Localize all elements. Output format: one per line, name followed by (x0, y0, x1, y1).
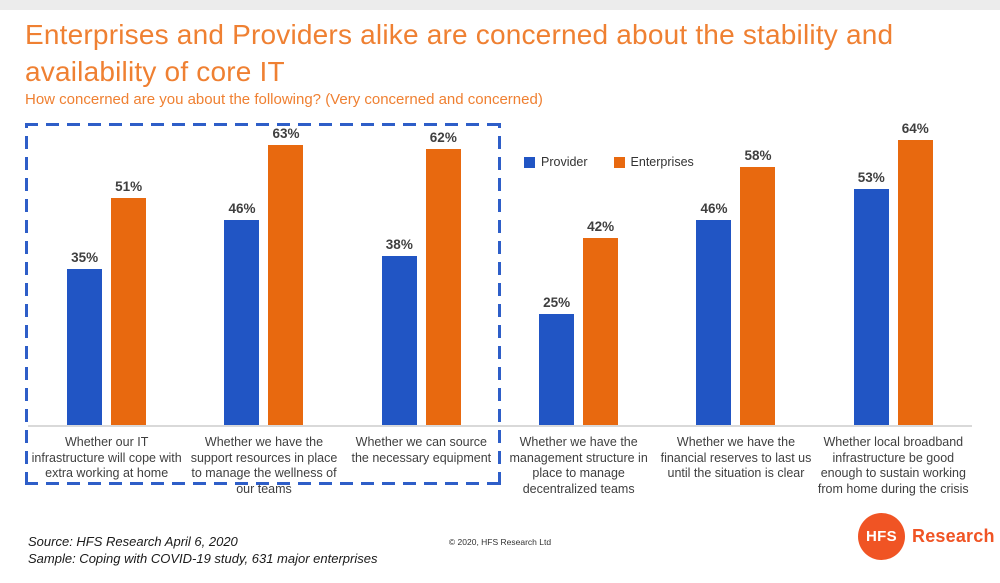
bar-value-label: 25% (543, 295, 571, 310)
page-subtitle: How concerned are you about the followin… (25, 91, 543, 108)
enterprises-swatch-icon (613, 156, 625, 168)
provider-bar-column: 53% (853, 170, 889, 425)
enterprises-bar-column: 58% (740, 148, 776, 425)
bar-group-1: 35% 51% (28, 130, 185, 425)
provider-bar (224, 220, 260, 425)
top-edge-strip (0, 0, 1000, 10)
legend-label-provider: Provider (541, 155, 588, 169)
provider-bar-column: 46% (696, 201, 732, 425)
provider-bar-column: 46% (224, 201, 260, 425)
enterprises-bar (897, 140, 933, 425)
bar-value-label: 63% (272, 126, 300, 141)
bar-value-label: 38% (385, 237, 413, 252)
bar-value-label: 35% (71, 250, 99, 265)
category-label-6: Whether local broadband infrastructure b… (817, 435, 969, 496)
enterprises-bar-column: 62% (425, 130, 461, 425)
bar-value-label: 53% (857, 170, 885, 185)
provider-bar-column: 35% (67, 250, 103, 425)
legend-item-provider: Provider (524, 155, 588, 169)
bar-group-6: 53% 64% (815, 121, 972, 425)
legend-item-enterprises: Enterprises (613, 155, 694, 169)
provider-bar-column: 38% (381, 237, 417, 425)
provider-bar (67, 269, 103, 425)
enterprises-bar (583, 238, 619, 425)
chart-legend: Provider Enterprises (524, 155, 694, 169)
bar-value-label: 42% (587, 219, 615, 234)
provider-bar (539, 314, 575, 425)
page-title: Enterprises and Providers alike are conc… (25, 19, 894, 87)
enterprises-bar (268, 145, 304, 425)
bar-value-label: 46% (228, 201, 256, 216)
category-label-4: Whether we have the management structure… (509, 435, 648, 496)
bar-group-2: 46% 63% (185, 126, 342, 425)
bar-value-label: 58% (744, 148, 772, 163)
category-label-3: Whether we can source the necessary equi… (351, 435, 492, 465)
enterprises-bar-column: 42% (583, 219, 619, 425)
footer-notes: Source: HFS Research April 6, 2020 Sampl… (28, 533, 377, 567)
provider-swatch-icon (524, 156, 535, 168)
hfs-logo-wordmark: Research (912, 526, 995, 546)
enterprises-bar (740, 167, 776, 425)
bar-group-5: 46% 58% (657, 130, 814, 425)
provider-bar-column: 25% (539, 295, 575, 425)
bar-value-label: 62% (429, 130, 457, 145)
enterprises-bar (425, 149, 461, 425)
category-label-2: Whether we have the support resources in… (190, 435, 338, 496)
sample-line: Sample: Coping with COVID-19 study, 631 … (28, 551, 378, 566)
provider-bar (853, 189, 889, 425)
bars-row: 35% 51% 46% 63% 38% 62% 25% 42% 46% 58% 53% 64% (28, 121, 972, 427)
category-labels-row: Whether our IT infrastructure will cope … (28, 435, 972, 497)
bar-value-label: 46% (700, 201, 728, 216)
bar-group-4: 25% 42% (500, 130, 657, 425)
category-label-1: Whether our IT infrastructure will cope … (31, 435, 182, 480)
bar-value-label: 64% (901, 121, 929, 136)
enterprises-bar-column: 64% (897, 121, 933, 425)
hfs-research-logo: HFS Research (858, 513, 995, 560)
source-line: Source: HFS Research April 6, 2020 (28, 534, 238, 549)
bar-group-3: 38% 62% (343, 130, 500, 425)
hfs-logo-circle-icon: HFS (858, 513, 905, 560)
enterprises-bar (111, 198, 147, 425)
copyright-line: © 2020, HFS Research Ltd (448, 537, 552, 547)
provider-bar (696, 220, 732, 425)
legend-label-enterprises: Enterprises (630, 155, 694, 169)
enterprises-bar-column: 63% (268, 126, 304, 425)
enterprises-bar-column: 51% (111, 179, 147, 425)
provider-bar (381, 256, 417, 425)
bar-value-label: 51% (115, 179, 143, 194)
category-label-5: Whether we have the financial reserves t… (660, 435, 812, 480)
